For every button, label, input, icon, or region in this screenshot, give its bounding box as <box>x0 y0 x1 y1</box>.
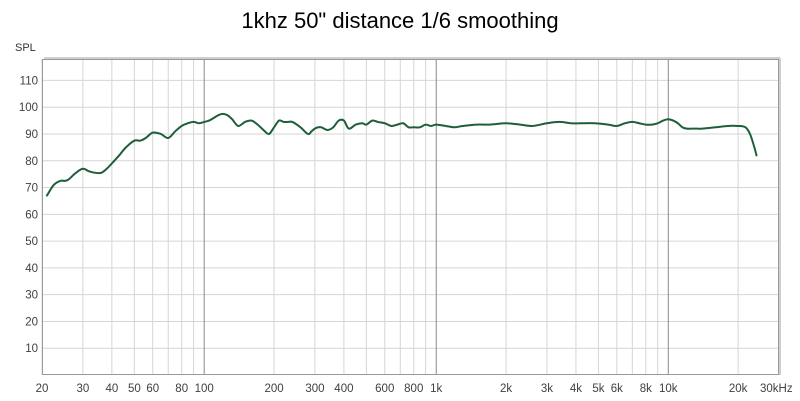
y-tick-label: 20 <box>25 316 38 328</box>
y-tick-label: 10 <box>25 343 38 355</box>
x-tick-label: 100 <box>195 383 214 395</box>
series-layer <box>45 112 758 197</box>
x-tick-label: 8k <box>640 383 652 395</box>
y-tick-labels: 10 20 30 40 50 60 70 80 90 100 110 <box>19 75 38 355</box>
y-tick-label: 110 <box>20 75 38 87</box>
x-tick-label: 50 <box>128 383 141 395</box>
y-tick-label: 100 <box>19 102 38 114</box>
x-tick-label: 6k <box>611 383 623 395</box>
x-tick-label: 80 <box>175 383 188 395</box>
x-tick-label: 200 <box>264 383 283 395</box>
x-tick-label: 5k <box>592 383 604 395</box>
x-tick-label: 400 <box>334 383 353 395</box>
plot-border <box>42 59 779 375</box>
plot-frame <box>42 57 781 375</box>
y-tick-label: 70 <box>25 183 38 195</box>
x-tick-label: 2k <box>500 383 512 395</box>
x-tick-label: 10k <box>659 383 678 395</box>
y-tick-label: 60 <box>25 209 38 221</box>
minor-gridlines <box>41 59 780 375</box>
x-tick-label: 20k <box>729 383 748 395</box>
y-tick-label: 90 <box>25 129 38 141</box>
x-tick-label: 1k <box>430 383 442 395</box>
x-tick-label: 40 <box>105 383 118 395</box>
x-tick-label: 300 <box>305 383 324 395</box>
y-tick-label: 80 <box>25 156 38 168</box>
x-tick-label: 4k <box>570 383 582 395</box>
x-tick-label: 30 <box>76 383 89 395</box>
x-tick-label: 3k <box>541 383 553 395</box>
plot-background <box>42 59 779 375</box>
chart-title: 1khz 50" distance 1/6 smoothing <box>241 8 559 33</box>
series-line-0 <box>45 112 758 197</box>
x-tick-label: 30kHz <box>760 383 793 395</box>
y-tick-label: 50 <box>25 236 38 248</box>
x-tick-label: 60 <box>146 383 159 395</box>
x-tick-label: 600 <box>375 383 394 395</box>
plot-area <box>42 59 779 375</box>
x-tick-label: 20 <box>36 383 49 395</box>
y-tick-label: 40 <box>25 263 38 275</box>
x-tick-labels: 20 30 40 50 60 80 100 200 300 400 600 800 1k 2k 3k 4k 5k… <box>36 383 793 395</box>
x-tick-label: 800 <box>404 383 423 395</box>
y-tick-label: 30 <box>25 290 38 302</box>
y-axis-label: SPL <box>15 42 36 54</box>
major-gridlines <box>203 59 669 375</box>
